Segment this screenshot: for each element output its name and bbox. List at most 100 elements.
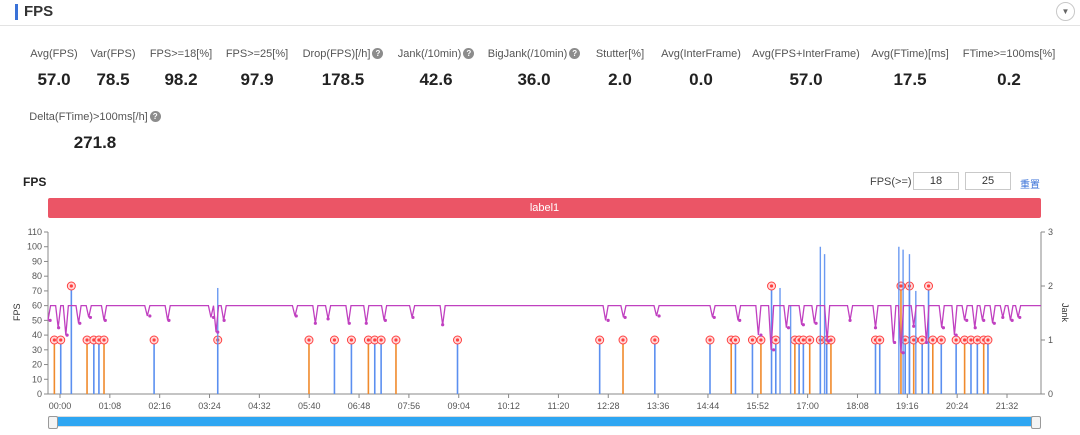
jank-marker-dot <box>931 338 935 342</box>
fps-dip-point <box>814 321 818 325</box>
y-left-tick-label: 90 <box>32 256 42 266</box>
fps-dip-point <box>65 333 69 337</box>
fps-dip-point <box>411 315 415 320</box>
metric-label: Avg(InterFrame) <box>621 48 781 60</box>
metric-value: 271.8 <box>73 133 117 152</box>
x-tick-label: 12:28 <box>597 401 620 411</box>
metric-label-text: Stutter[%] <box>595 48 645 60</box>
fps-dip-point <box>941 326 945 330</box>
fps-dip-point <box>954 333 958 337</box>
y-right-tick-label: 1 <box>1048 335 1053 345</box>
fps-dip-point <box>912 324 916 328</box>
metric-label-text: Delta(FTime)>100ms[/h] <box>29 111 148 123</box>
fps-dip-point <box>801 323 805 327</box>
jank-marker-dot <box>920 338 924 342</box>
label-band[interactable]: label1 <box>48 198 1041 218</box>
time-range-scrollbar[interactable] <box>48 416 1041 429</box>
metric-value: 0.0 <box>689 70 713 89</box>
y-left-tick-label: 30 <box>32 345 42 355</box>
fps-dip-point <box>48 318 52 322</box>
metric-label: Jank(/10min)? <box>356 48 516 60</box>
metric-label-text: FPS>=18[%] <box>149 48 213 60</box>
x-tick-label: 01:08 <box>99 401 122 411</box>
metric-label-text: Avg(FPS) <box>30 48 78 60</box>
metric-value: 2.0 <box>608 70 632 89</box>
jank-marker-dot <box>899 284 903 288</box>
x-tick-label: 02:16 <box>148 401 171 411</box>
metric-label-text: BigJank(/10min) <box>487 48 568 60</box>
fps-dip-point <box>965 318 969 322</box>
y-left-tick-label: 20 <box>32 360 42 370</box>
jank-marker-dot <box>733 338 738 342</box>
reset-link[interactable]: 重置 <box>1020 180 1040 191</box>
x-tick-label: 21:32 <box>996 401 1019 411</box>
metric-1: Var(FPS) 78.5 <box>33 48 193 90</box>
fps-filter-label: FPS(>=) <box>870 176 912 188</box>
y-left-tick-label: 110 <box>28 227 42 237</box>
metric-value: 0.2 <box>997 70 1021 89</box>
x-tick-label: 04:32 <box>248 401 271 411</box>
metric-5: Jank(/10min)? 42.6 <box>356 48 516 90</box>
fps-dip-point <box>973 326 977 330</box>
x-tick-label: 10:12 <box>497 401 520 411</box>
scrollbar-left-handle[interactable] <box>48 416 58 429</box>
metric-label-text: Avg(FTime)[ms] <box>871 48 949 60</box>
y-left-tick-label: 10 <box>32 374 42 384</box>
jank-marker-dot <box>59 338 63 342</box>
metric-value: 178.5 <box>321 70 365 89</box>
fps-threshold-input-2[interactable] <box>965 172 1011 190</box>
jank-marker-dot <box>102 338 106 342</box>
fps-dip-point <box>326 317 330 321</box>
help-icon[interactable]: ? <box>463 48 475 59</box>
fps-dip-point <box>222 318 226 322</box>
help-icon[interactable]: ? <box>569 48 581 59</box>
jank-marker-dot <box>708 338 712 342</box>
header-accent-bar <box>15 4 18 20</box>
metric-label: Avg(FTime)[ms] <box>830 48 990 60</box>
x-tick-label: 18:08 <box>846 401 869 411</box>
metric-label-text: Var(FPS) <box>90 48 136 60</box>
fps-dip-point <box>873 326 878 330</box>
jank-marker-dot <box>307 338 311 342</box>
fps-dip-point <box>786 326 791 330</box>
metric-label: Avg(FPS+InterFrame) <box>726 48 886 60</box>
metric-6: BigJank(/10min)? 36.0 <box>454 48 614 90</box>
metric-label: BigJank(/10min)? <box>454 48 614 60</box>
fps-dip-point <box>827 339 831 343</box>
chevron-down-icon[interactable]: ▼ <box>1056 2 1075 21</box>
fps-dip-point <box>1018 315 1022 320</box>
jank-marker-dot <box>975 338 979 342</box>
section-header: FPS ▼ <box>0 0 1080 26</box>
x-tick-label: 05:40 <box>298 401 321 411</box>
jank-marker-dot <box>986 338 990 342</box>
fps-dip-point <box>211 315 216 320</box>
fps-chart[interactable]: 0 10 20 30 40 50 60 70 80 90 100 110 0 1 2 3 00:00 01:08 0… <box>0 222 1080 412</box>
jank-marker-dot <box>379 338 383 342</box>
y-left-tick-label: 100 <box>27 242 42 252</box>
fps-dip-point <box>657 314 661 318</box>
jank-marker-dot <box>332 338 337 342</box>
jank-marker-dot <box>394 338 398 342</box>
fps-threshold-input-1[interactable] <box>913 172 959 190</box>
jank-marker-dot <box>878 338 882 342</box>
help-icon[interactable]: ? <box>372 48 384 59</box>
metric-3: FPS>=25[%] 97.9 <box>177 48 337 90</box>
jank-marker-dot <box>69 284 73 288</box>
jank-marker-dot <box>366 338 370 342</box>
y-left-tick-label: 50 <box>32 315 42 325</box>
metric-value: 78.5 <box>96 70 130 89</box>
metric-value: 97.9 <box>240 70 274 89</box>
x-tick-label: 19:16 <box>896 401 919 411</box>
y-left-tick-label: 60 <box>32 301 42 311</box>
scrollbar-right-handle[interactable] <box>1031 416 1041 429</box>
fps-dip-point <box>294 314 298 318</box>
metric-value: 17.5 <box>893 70 927 89</box>
metric-label-text: FTime>=100ms[%] <box>962 48 1056 60</box>
y-left-tick-label: 0 <box>37 389 42 399</box>
metric-11: FTime>=100ms[%] 0.2 <box>929 48 1080 90</box>
fps-dip-point <box>57 326 61 330</box>
scrollbar-thumb[interactable] <box>48 416 1041 429</box>
y-left-tick-label: 40 <box>32 330 42 340</box>
jank-marker-dot <box>373 338 377 342</box>
help-icon[interactable]: ? <box>149 111 161 122</box>
